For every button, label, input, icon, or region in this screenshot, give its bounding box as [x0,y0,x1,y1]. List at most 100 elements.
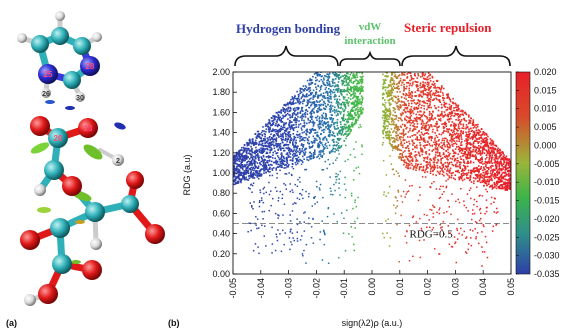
rdg-point [423,86,425,88]
rdg-point [497,185,500,188]
rdg-point [299,90,301,92]
rdg-point [304,85,307,87]
rdg-point [344,70,346,72]
rdg-point [236,153,238,155]
rdg-point [329,109,332,112]
rdg-point [502,159,505,161]
rdg-point [448,175,451,177]
rdg-point [398,74,401,76]
rdg-point [288,114,290,116]
rdg-point [429,135,432,138]
rdg-point [264,133,266,136]
rdg-point [387,136,389,139]
rdg-point [459,121,461,123]
rdg-point [325,116,327,118]
rdg-point [356,67,358,69]
rdg-point [305,168,307,171]
rdg-point [423,126,426,128]
rdg-point [499,185,501,187]
rdg-point [340,146,342,148]
rdg-point [475,177,477,179]
rdg-point [275,144,278,146]
rdg-point [295,139,297,142]
rdg-point [417,117,419,120]
rdg-point [424,102,427,104]
rdg-point [333,73,335,76]
rdg-point [419,147,422,149]
rdg-point [428,120,431,122]
rdg-point [441,147,443,150]
rdg-point [243,147,246,150]
rdg-point [382,104,384,106]
rdg-point [408,87,410,90]
rdg-point [406,110,409,113]
rdg-point [406,85,408,88]
rdg-point [428,136,430,138]
rdg-point [264,159,266,161]
rdg-point [430,85,432,88]
rdg-point [411,97,413,99]
rdg-point [242,158,244,160]
rdg-point [265,141,268,143]
rdg-point [438,139,440,141]
rdg-point [353,87,355,90]
rdg-point [469,178,472,181]
rdg-point [471,169,473,172]
rdg-point [384,101,387,104]
rdg-point [262,159,264,161]
rdg-point [435,134,438,137]
rdg-point [479,174,482,176]
rdg-point [316,111,318,114]
rdg-point [234,182,237,184]
rdg-point [340,70,342,72]
rdg-point [327,134,330,136]
rdg-point [334,78,337,80]
rdg-point [261,150,264,152]
rdg-point [466,126,469,129]
rdg-point [346,83,349,86]
rdg-point [441,139,444,142]
rdg-point [408,119,410,122]
rdg-point [356,72,358,74]
rdg-point [263,150,266,152]
rdg-point [344,84,346,87]
rdg-point [481,133,484,136]
rdg-point [332,91,334,94]
rdg-point [269,128,271,131]
rdg-point [505,162,508,165]
rdg-point [265,123,267,126]
rdg-point [486,178,489,181]
rdg-point [384,89,387,91]
rdg-point [361,99,364,101]
rdg-point [327,78,329,80]
rdg-point [312,122,315,125]
rdg-point [361,153,363,155]
rdg-point [494,147,497,150]
rdg-point [288,123,291,125]
rdg-point [412,144,414,146]
rdg-point [461,140,463,143]
rdg-point [469,141,471,144]
rdg-point [438,115,441,117]
rdg-point [336,118,339,121]
rdg-point [297,111,299,114]
rdg-point [448,103,451,106]
rdg-point [324,123,327,125]
rdg-point [425,152,427,155]
rdg-point [260,156,262,158]
rdg-point [299,92,301,95]
rdg-point [383,111,386,114]
rdg-point [462,147,464,150]
rdg-point [443,104,445,106]
rdg-point [461,113,464,115]
rdg-point [460,120,462,123]
rdg-point [417,151,420,153]
rdg-point [265,128,268,130]
rdg-point [391,74,393,76]
rdg-point [358,110,361,112]
rdg-point [414,151,417,153]
rdg-point [469,152,472,154]
rdg-point [388,68,390,70]
rdg-point [450,213,452,216]
rdg-point [426,165,428,168]
